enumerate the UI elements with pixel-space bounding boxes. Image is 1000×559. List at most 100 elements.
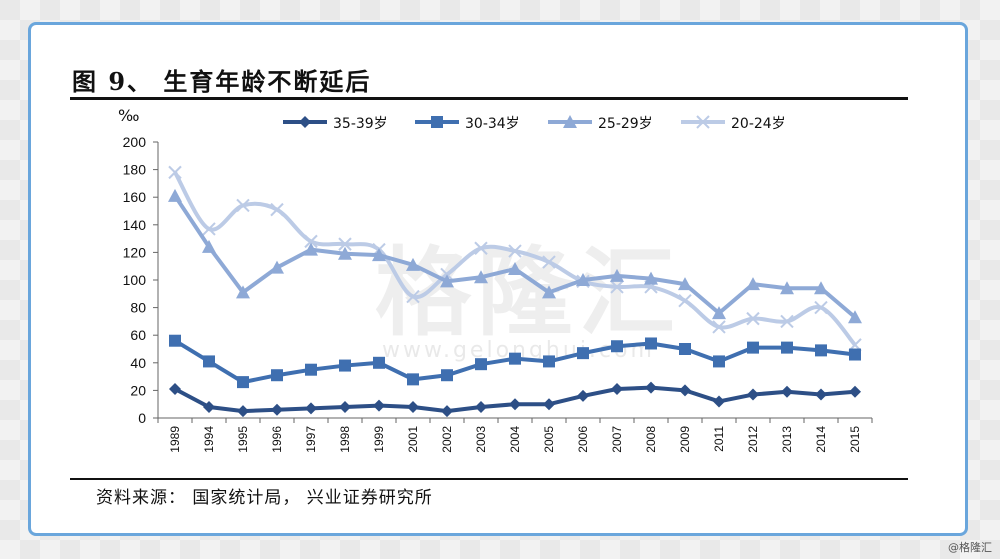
cross-stroke bbox=[814, 300, 828, 315]
data-point bbox=[542, 255, 556, 269]
data-point bbox=[576, 273, 590, 286]
x-tick-label: 1996 bbox=[270, 426, 284, 453]
cross-stroke bbox=[202, 222, 216, 236]
data-point bbox=[508, 261, 522, 275]
x-tick-label: 1997 bbox=[304, 426, 318, 453]
cross-stroke bbox=[168, 165, 182, 180]
data-point bbox=[849, 385, 861, 398]
x-tick-label: 1989 bbox=[168, 426, 182, 453]
data-point bbox=[202, 239, 216, 253]
y-tick-label: 140 bbox=[123, 217, 147, 233]
legend-entry: 30-34岁 bbox=[415, 116, 520, 132]
data-point bbox=[441, 405, 453, 418]
legend-entry: 35-39岁 bbox=[283, 116, 388, 132]
data-point bbox=[679, 384, 691, 397]
data-point bbox=[815, 388, 827, 401]
cross-stroke bbox=[236, 198, 250, 213]
data-point bbox=[271, 403, 283, 416]
data-point bbox=[339, 400, 351, 413]
data-point bbox=[169, 383, 181, 396]
data-point bbox=[543, 398, 555, 411]
data-point bbox=[849, 348, 861, 361]
data-point bbox=[441, 369, 453, 382]
data-point bbox=[373, 399, 385, 412]
y-tick-label: 40 bbox=[130, 355, 146, 371]
data-point bbox=[305, 402, 317, 415]
y-tick-label: 60 bbox=[130, 327, 146, 343]
x-tick-label: 2005 bbox=[542, 426, 556, 453]
legend-label: 25-29岁 bbox=[598, 116, 653, 132]
data-point bbox=[406, 257, 420, 271]
legend-marker bbox=[431, 116, 443, 128]
series-20-24岁 bbox=[168, 165, 862, 352]
data-point bbox=[339, 359, 351, 372]
figure-title: 图 9、 生育年龄不断延后 bbox=[72, 67, 372, 96]
data-point bbox=[780, 281, 794, 295]
data-point bbox=[168, 165, 182, 180]
legend-marker bbox=[299, 116, 311, 128]
data-point bbox=[440, 274, 454, 288]
data-point bbox=[373, 356, 385, 369]
legend-marker bbox=[563, 115, 577, 128]
data-point bbox=[610, 268, 624, 282]
data-point bbox=[338, 237, 352, 251]
cross-stroke bbox=[746, 311, 760, 326]
x-tick-label: 2004 bbox=[508, 426, 522, 453]
y-tick-label: 200 bbox=[123, 134, 147, 150]
x-tick-label: 2003 bbox=[474, 426, 488, 453]
data-point bbox=[169, 334, 181, 347]
data-point bbox=[338, 246, 352, 260]
x-tick-label: 2015 bbox=[848, 426, 862, 453]
x-tick-label: 1995 bbox=[236, 426, 250, 453]
axes: 0 20 40 60 80 100 120 140 160 180 200 1989 1994 1995 1… bbox=[123, 134, 873, 453]
data-point bbox=[270, 260, 284, 274]
legend: 35-39岁 30-34岁 25-29岁 20-24岁 bbox=[283, 115, 786, 132]
legend-entry: 20-24岁 bbox=[681, 115, 786, 132]
legend-entry: 25-29岁 bbox=[548, 115, 653, 132]
cross-stroke bbox=[696, 115, 710, 129]
data-point bbox=[202, 222, 216, 236]
series-30-34岁 bbox=[169, 334, 861, 389]
data-point bbox=[304, 234, 318, 249]
data-point bbox=[781, 385, 793, 398]
data-point bbox=[203, 400, 215, 413]
series-35-39岁 bbox=[169, 381, 861, 418]
data-point bbox=[713, 355, 725, 368]
cross-stroke bbox=[270, 202, 284, 217]
data-point bbox=[577, 389, 589, 402]
x-tick-label: 2012 bbox=[746, 426, 760, 453]
legend-marker bbox=[696, 115, 710, 129]
x-tick-label: 2009 bbox=[678, 426, 692, 453]
data-point bbox=[271, 369, 283, 382]
data-point bbox=[610, 280, 624, 294]
data-point bbox=[543, 355, 555, 368]
corner-tag: @格隆汇 bbox=[948, 541, 992, 554]
cross-stroke bbox=[474, 241, 488, 255]
x-tick-label: 2006 bbox=[576, 426, 590, 453]
data-point bbox=[305, 363, 317, 376]
y-tick-label: 160 bbox=[123, 189, 147, 205]
data-point bbox=[746, 277, 760, 291]
y-tick-label: 100 bbox=[123, 272, 147, 288]
slide-frame bbox=[28, 22, 968, 536]
cross-stroke bbox=[406, 289, 420, 304]
data-point bbox=[203, 355, 215, 368]
x-tick-label: 1998 bbox=[338, 426, 352, 453]
data-point bbox=[577, 347, 589, 360]
data-point bbox=[747, 341, 759, 354]
series-25-29岁 bbox=[168, 188, 862, 324]
data-point bbox=[814, 300, 828, 315]
data-point bbox=[848, 310, 862, 324]
data-point bbox=[509, 352, 521, 365]
data-point bbox=[407, 400, 419, 413]
source-rule bbox=[70, 478, 908, 480]
x-tick-label: 2002 bbox=[440, 426, 454, 453]
data-point bbox=[474, 270, 488, 284]
cross-stroke bbox=[542, 255, 556, 269]
x-tick-label: 2001 bbox=[406, 426, 420, 453]
data-point bbox=[168, 188, 182, 202]
legend-label: 30-34岁 bbox=[465, 116, 520, 132]
data-point bbox=[236, 285, 250, 299]
data-point bbox=[236, 198, 250, 213]
